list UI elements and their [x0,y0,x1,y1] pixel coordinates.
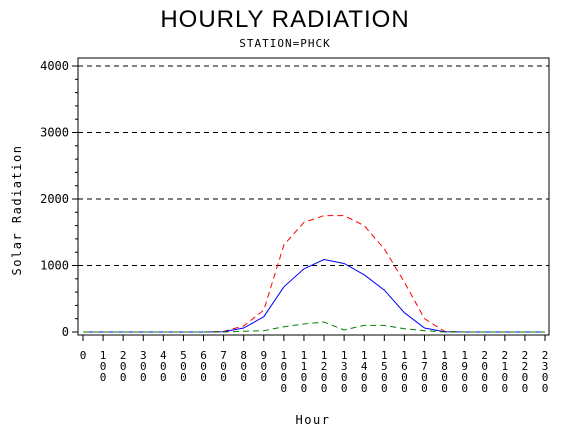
y-axis-label: Solar Radiation [10,145,24,276]
plot-frame [77,57,550,336]
y-tick-label: 2000 [40,192,69,206]
chart-subtitle: STATION=PHCK [239,37,331,50]
y-tick-label: 0 [62,325,69,339]
series-lines [83,215,545,333]
series-line-1 [83,215,545,333]
series-line-3 [83,321,545,333]
chart-title: HOURLY RADIATION [160,6,410,33]
series-line-2 [83,258,545,333]
y-tick-label: 1000 [40,259,69,273]
y-tick-label: 4000 [40,59,69,73]
x-axis-label: Hour [296,413,331,427]
x-tick-label: 0 [80,349,87,362]
y-axis: 0 1000 2000 3000 4000 [40,59,78,339]
x-axis: 0 1 0 0 2 0 0 3 0 0 4 0 0 5 0 0 6 0 0 7 0 0 8 0 0 9 0 0 1 0 0 0 1 1 0 0 1 2 0 0… [80,335,549,395]
grid-lines [78,65,549,266]
y-tick-label: 3000 [40,126,69,140]
